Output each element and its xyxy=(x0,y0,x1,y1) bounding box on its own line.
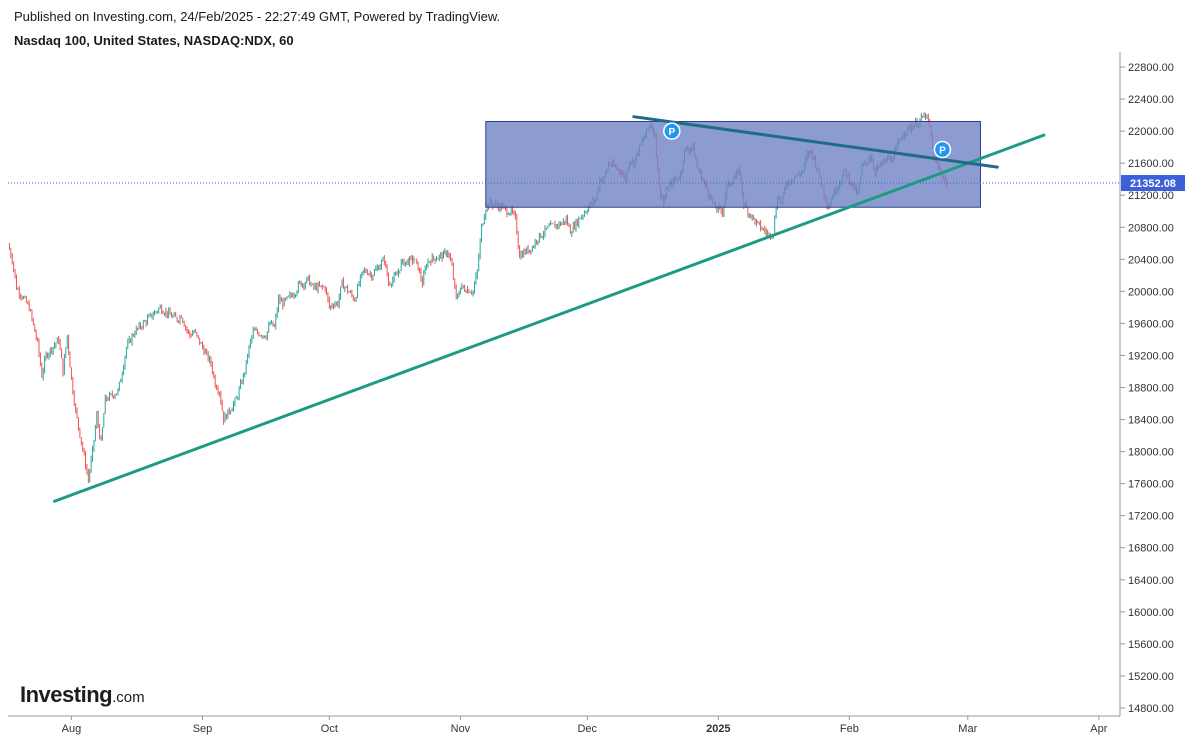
y-tick-label: 22800.00 xyxy=(1128,62,1174,74)
x-tick-label: Apr xyxy=(1090,723,1107,735)
investing-logo: Investing.com xyxy=(20,682,145,708)
y-tick-label: 16400.00 xyxy=(1128,575,1174,587)
x-tick-label: Mar xyxy=(958,723,977,735)
y-tick-label: 15600.00 xyxy=(1128,639,1174,651)
y-tick-label: 20000.00 xyxy=(1128,286,1174,298)
x-tick-label: Dec xyxy=(577,723,597,735)
y-tick-label: 22000.00 xyxy=(1128,126,1174,138)
y-tick-label: 20400.00 xyxy=(1128,254,1174,266)
support-trendline xyxy=(53,133,1046,503)
y-tick-label: 17600.00 xyxy=(1128,479,1174,491)
x-tick-label: Nov xyxy=(451,723,471,735)
last-price-badge xyxy=(1121,175,1185,192)
logo-suffix: .com xyxy=(112,689,145,706)
resistance-trendline xyxy=(632,115,999,169)
logo-text: Investing xyxy=(20,682,113,707)
x-tick-label: Feb xyxy=(840,723,859,735)
pivot-marker xyxy=(663,122,681,140)
y-tick-label: 17200.00 xyxy=(1128,511,1174,523)
last-price-label: 21352.08 xyxy=(1130,178,1176,190)
y-tick-label: 21200.00 xyxy=(1128,190,1174,202)
y-tick-label: 20800.00 xyxy=(1128,222,1174,234)
y-tick-label: 14800.00 xyxy=(1128,703,1174,715)
pivot-marker-label: P xyxy=(939,146,946,157)
y-tick-label: 19600.00 xyxy=(1128,318,1174,330)
y-tick-label: 18000.00 xyxy=(1128,447,1174,459)
y-tick-label: 21600.00 xyxy=(1128,158,1174,170)
y-tick-label: 19200.00 xyxy=(1128,350,1174,362)
x-tick-label: 2025 xyxy=(706,723,730,735)
pivot-marker-label: P xyxy=(668,127,675,138)
consolidation-range-box xyxy=(485,121,981,208)
chart-symbol-title: Nasdaq 100, United States, NASDAQ:NDX, 6… xyxy=(14,33,294,48)
pivot-marker xyxy=(933,140,952,159)
y-tick-label: 18800.00 xyxy=(1128,383,1174,395)
x-tick-label: Aug xyxy=(62,723,82,735)
y-tick-label: 22400.00 xyxy=(1128,94,1174,106)
drawings-layer: PP xyxy=(8,115,1120,503)
axes-layer: 14800.00 15200.00 15600.00 16000.00 16400.00… xyxy=(8,52,1185,735)
y-tick-label: 18400.00 xyxy=(1128,415,1174,427)
y-tick-label: 16800.00 xyxy=(1128,543,1174,555)
y-tick-label: 16000.00 xyxy=(1128,607,1174,619)
y-tick-label: 15200.00 xyxy=(1128,671,1174,683)
published-info: Published on Investing.com, 24/Feb/2025 … xyxy=(14,9,501,24)
x-tick-label: Oct xyxy=(321,723,338,735)
x-tick-label: Sep xyxy=(193,723,213,735)
